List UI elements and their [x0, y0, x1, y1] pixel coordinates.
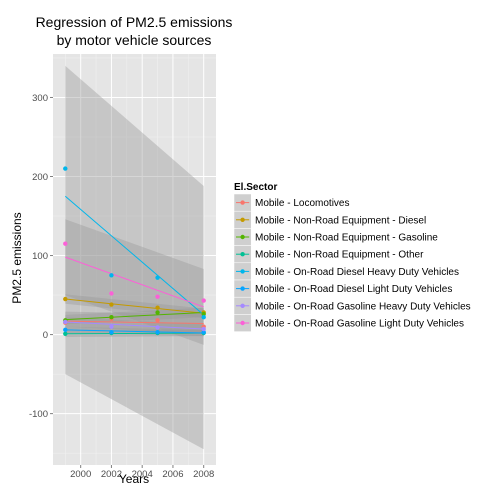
chart-title-line-2: by motor vehicle sources — [57, 32, 212, 48]
legend-label-1: Mobile - Non-Road Equipment - Diesel — [255, 215, 426, 226]
regression-line-1 — [65, 298, 204, 314]
data-point-7 — [63, 241, 68, 246]
regression-line-0 — [65, 320, 204, 325]
regression-line-2 — [65, 311, 204, 321]
legend-key-point-7 — [240, 320, 245, 326]
data-point-4 — [63, 166, 68, 171]
data-point-4 — [201, 314, 206, 320]
data-point-5 — [155, 330, 160, 335]
regression-line-4 — [64, 195, 205, 316]
legend-label-5: Mobile - On-Road Diesel Light Duty Vehic… — [255, 284, 452, 295]
x-tick-label: 2002 — [101, 469, 122, 480]
legend-key-point-0 — [240, 200, 245, 205]
x-tick-label: 2004 — [132, 469, 153, 480]
legend-key-point-2 — [240, 234, 245, 240]
data-point-5 — [201, 330, 206, 335]
y-axis-title: PM2.5 emissions — [10, 212, 24, 303]
data-point-6 — [201, 326, 206, 332]
legend: El.Sector Mobile - Locomotives Mobile - N… — [233, 182, 471, 332]
legend-key-point-5 — [240, 286, 245, 291]
data-point-7 — [109, 291, 114, 296]
legend-key-point-4 — [240, 269, 245, 274]
data-point-6 — [63, 319, 68, 325]
data-point-7 — [201, 298, 206, 303]
data-point-6 — [109, 324, 114, 329]
y-tick-label: 200 — [32, 172, 48, 183]
y-tick-label: 100 — [32, 251, 48, 262]
y-tick-label: 0 — [43, 330, 48, 341]
data-point-5 — [63, 327, 68, 333]
regression-line-3 — [65, 332, 204, 335]
y-tick-label: -100 — [29, 409, 48, 420]
legend-label-7: Mobile - On-Road Gasoline Light Duty Veh… — [255, 319, 464, 330]
legend-title: El.Sector — [234, 182, 277, 193]
data-point-1 — [155, 305, 160, 310]
data-point-3 — [63, 331, 68, 336]
legend-label-0: Mobile - Locomotives — [255, 198, 349, 209]
x-tick-label: 2000 — [70, 469, 91, 480]
y-tick-label: 300 — [32, 93, 48, 104]
data-point-6 — [155, 325, 160, 330]
legend-label-3: Mobile - Non-Road Equipment - Other — [255, 250, 424, 261]
data-point-2 — [155, 310, 160, 315]
x-axis-title: Years — [119, 472, 149, 486]
data-point-4 — [155, 275, 160, 280]
regression-line-5 — [65, 329, 204, 334]
data-point-2 — [109, 314, 114, 320]
panel-background — [53, 54, 216, 465]
legend-key-point-1 — [240, 217, 245, 222]
regression-line-7 — [65, 256, 204, 308]
data-point-2 — [201, 311, 206, 317]
data-point-4 — [109, 273, 114, 278]
x-tick-label: 2006 — [162, 469, 183, 480]
x-tick-label: 2008 — [193, 469, 214, 480]
data-point-7 — [155, 294, 160, 299]
regression-line-6 — [65, 321, 204, 330]
legend-key-point-6 — [240, 303, 245, 308]
data-point-5 — [109, 330, 114, 335]
chart-title-line-1: Regression of PM2.5 emissions — [36, 14, 233, 30]
confidence-band-4 — [65, 65, 204, 450]
data-point-1 — [63, 296, 68, 302]
data-point-0 — [155, 318, 160, 323]
legend-label-2: Mobile - Non-Road Equipment - Gasoline — [255, 233, 438, 244]
legend-label-6: Mobile - On-Road Gasoline Heavy Duty Veh… — [255, 301, 471, 312]
data-point-1 — [109, 302, 114, 307]
plot-panel: 2000 2002 2004 2006 2008 -100 0 100 200 300 — [29, 54, 216, 480]
legend-label-4: Mobile - On-Road Diesel Heavy Duty Vehic… — [255, 267, 459, 278]
legend-key-point-3 — [240, 252, 245, 257]
